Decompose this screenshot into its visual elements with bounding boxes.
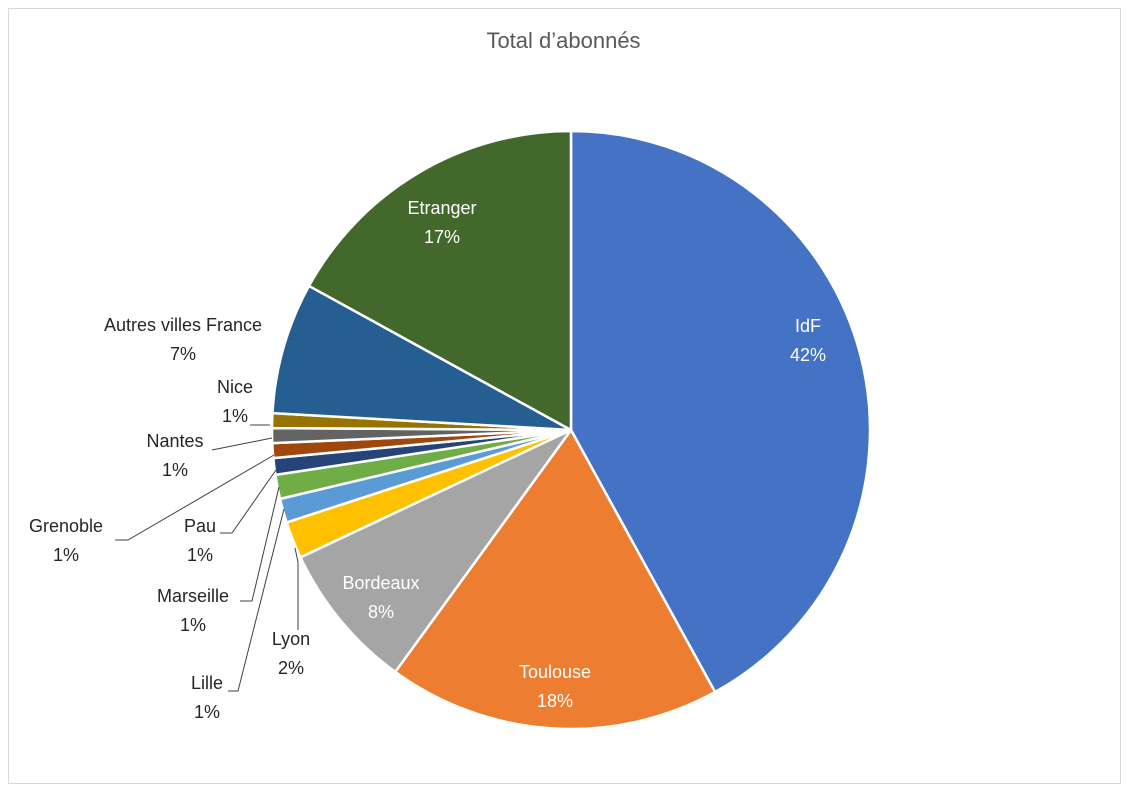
slice-name-nice: Nice [217, 377, 253, 397]
slice-percent-lyon: 2% [278, 658, 304, 678]
leader-line-lille [228, 508, 285, 692]
slice-name-autres-villes-france: Autres villes France [104, 315, 262, 335]
slice-percent-idf: 42% [790, 345, 826, 365]
slice-percent-lille: 1% [194, 702, 220, 722]
slice-name-marseille: Marseille [157, 586, 229, 606]
slice-percent-bordeaux: 8% [368, 602, 394, 622]
slice-percent-autres-villes-france: 7% [170, 344, 196, 364]
pie-slice-toulouse [394, 428, 717, 731]
slice-name-etranger: Etranger [407, 198, 476, 218]
data-labels: IdF 42% Toulouse 18% Bordeaux 8% Lyon 2% Lille 1%… [29, 198, 826, 722]
slice-name-lyon: Lyon [272, 629, 310, 649]
slice-name-bordeaux: Bordeaux [342, 573, 419, 593]
leader-line-grenoble [115, 454, 275, 541]
slice-name-toulouse: Toulouse [519, 662, 591, 682]
slice-percent-grenoble: 1% [53, 545, 79, 565]
slice-name-nantes: Nantes [146, 431, 203, 451]
leader-line-nantes [211, 437, 273, 451]
pie-slice-idf [569, 129, 872, 694]
chart-title: Total d’abonnés [486, 28, 641, 53]
slice-name-grenoble: Grenoble [29, 516, 103, 536]
slice-percent-nice: 1% [222, 406, 248, 426]
slice-percent-nantes: 1% [162, 460, 188, 480]
slice-percent-toulouse: 18% [537, 691, 573, 711]
pie-slice-bordeaux [299, 428, 573, 674]
slice-percent-etranger: 17% [424, 227, 460, 247]
slice-percent-marseille: 1% [180, 615, 206, 635]
slice-name-lille: Lille [191, 673, 223, 693]
slice-name-idf: IdF [795, 316, 821, 336]
pie-slices [270, 129, 872, 731]
leader-line-pau [220, 469, 277, 534]
slice-percent-pau: 1% [187, 545, 213, 565]
leader-line-lyon [294, 547, 299, 630]
leader-line-marseille [240, 486, 280, 602]
pie-slice-etranger [307, 129, 573, 432]
pie-slice-autres-villes-france [271, 284, 573, 432]
slice-name-pau: Pau [184, 516, 216, 536]
